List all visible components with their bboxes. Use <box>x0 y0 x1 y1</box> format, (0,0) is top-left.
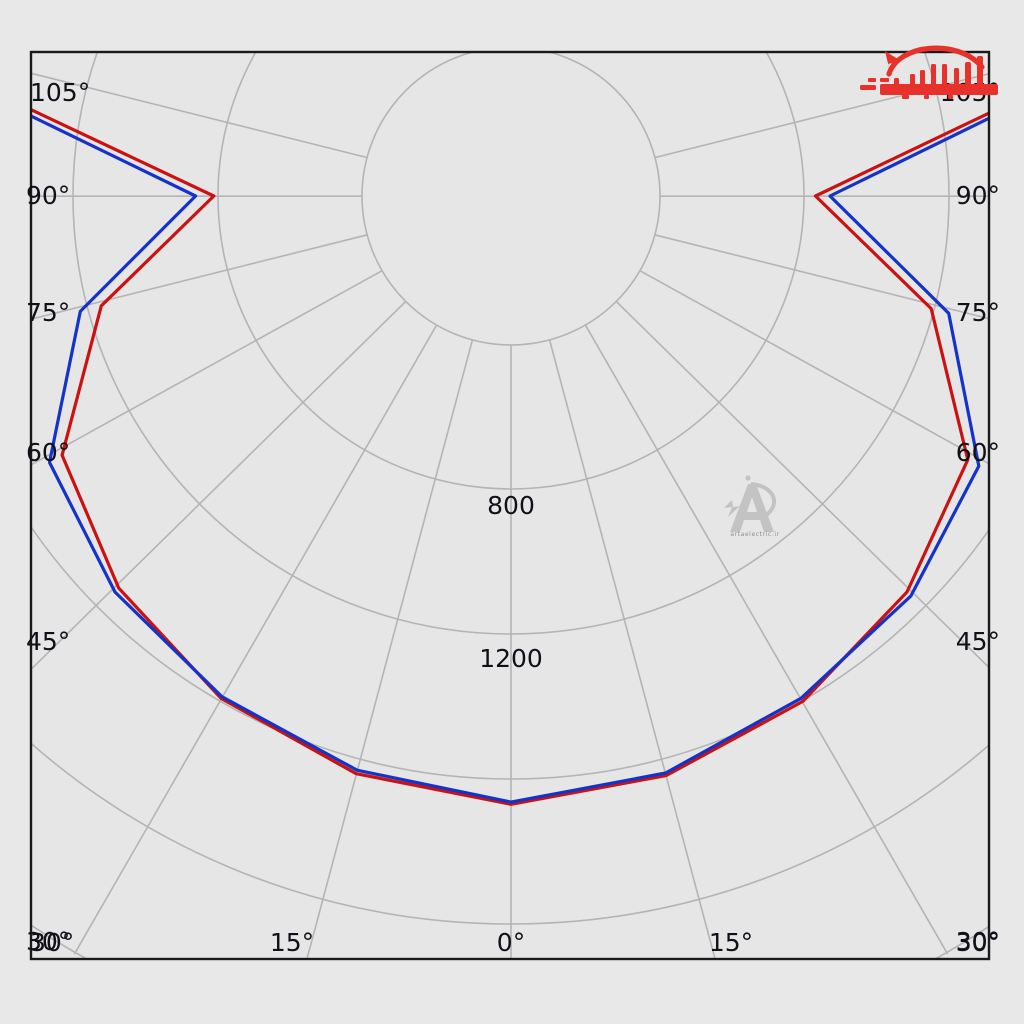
curve-c90-c270 <box>31 114 989 804</box>
axis-label-bottom-15-left: 15° <box>269 928 315 957</box>
axis-label-bottom-15-right: 15° <box>708 928 754 957</box>
axis-label-right-60: 60° <box>955 438 1000 467</box>
watermark-url-text: artaelectric.ir <box>730 531 780 538</box>
axis-label-right-90: 90° <box>955 181 1000 210</box>
plot-frame <box>29 50 991 961</box>
axis-label-left-75: 75° <box>26 298 71 327</box>
radial-label-800: 800 <box>487 491 535 520</box>
axis-label-bottom-30-left: 30° <box>30 928 75 957</box>
axis-label-left-90: 90° <box>26 181 71 210</box>
axis-label-right-75: 75° <box>955 298 1000 327</box>
axis-label-left-60: 60° <box>26 438 71 467</box>
axis-label-bottom-30-right: 30° <box>955 928 1000 957</box>
radial-label-1200: 1200 <box>479 644 543 673</box>
curve-c0-c180 <box>31 107 989 806</box>
axis-label-right-45: 45° <box>955 627 1000 656</box>
axis-label-right-105: 105° <box>939 78 1000 107</box>
axis-label-left-30: 30° <box>26 927 71 956</box>
axis-label-right-30: 30° <box>955 927 1000 956</box>
axis-label-bottom-0: 0° <box>496 928 526 957</box>
axis-label-left-45: 45° <box>26 627 71 656</box>
axis-label-left-105: 105° <box>30 78 91 107</box>
